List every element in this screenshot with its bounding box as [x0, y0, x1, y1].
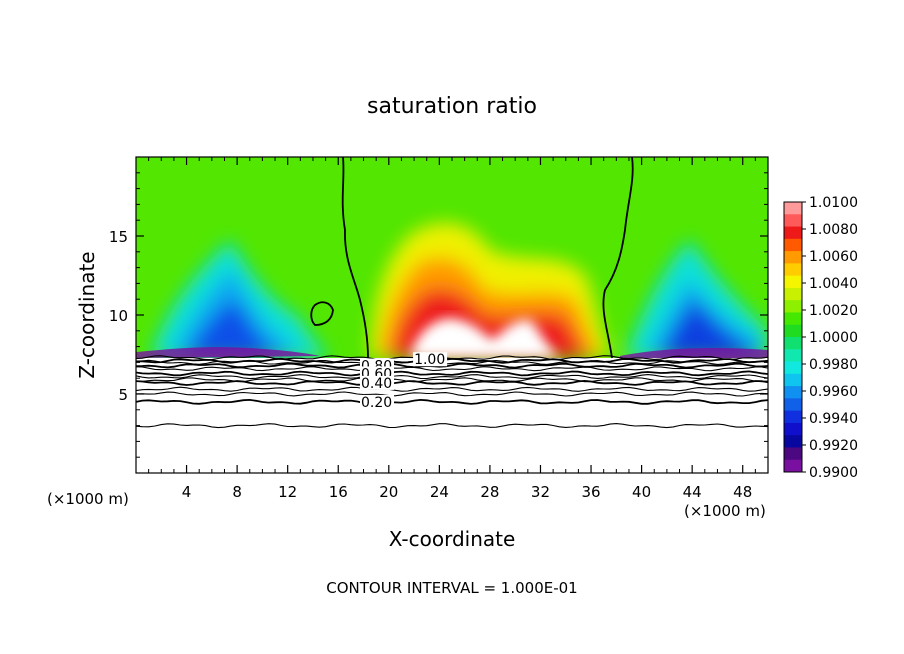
- x-unit-right: (×1000 m): [684, 502, 766, 520]
- colorbar-label: 1.0080: [809, 222, 858, 238]
- y-tick-label: 5: [118, 386, 128, 404]
- saturation-field: [136, 157, 768, 358]
- contour-label: 0.20: [361, 395, 392, 411]
- colorbar-swatch: [784, 238, 802, 252]
- colorbar-swatch: [784, 263, 802, 277]
- colorbar-swatch: [784, 312, 802, 326]
- y-tick-label: 15: [109, 228, 128, 246]
- x-axis-label: X-coordinate: [389, 527, 516, 551]
- colorbar-swatch: [784, 251, 802, 264]
- colorbar-swatch: [784, 459, 802, 473]
- colorbar-label: 0.9920: [809, 438, 858, 454]
- colorbar-label: 0.9980: [809, 357, 858, 373]
- colorbar-swatch: [784, 226, 802, 240]
- contour-line: [135, 355, 769, 361]
- colorbar-swatch: [784, 373, 802, 387]
- colorbar-label: 1.0060: [809, 249, 858, 265]
- contour-line: [135, 366, 769, 372]
- contour-label: 1.00: [414, 352, 445, 368]
- x-tick-label: 44: [683, 483, 702, 501]
- x-axis: 4 8 12 16 20 24 28 32 36 40 44 48: [148, 157, 756, 501]
- x-tick-label: 40: [632, 483, 651, 501]
- contour-labels: 1.000.800.600.400.20: [359, 352, 448, 411]
- contour-line: [135, 377, 769, 383]
- colorbar-swatch: [784, 337, 802, 350]
- x-tick-label: 12: [278, 483, 297, 501]
- y-axis-label: Z-coordinate: [75, 251, 99, 378]
- boundary-contours: [310, 157, 634, 359]
- contour-label-bg: [359, 394, 394, 409]
- colorbar-swatch: [784, 349, 802, 363]
- colorbar-label: 1.0100: [809, 195, 858, 211]
- colorbar-swatch: [784, 422, 802, 436]
- contour-line: [135, 370, 769, 377]
- colorbar-swatch: [784, 386, 802, 399]
- colorbar-label: 0.9940: [809, 411, 858, 427]
- colorbar-label: 0.9960: [809, 384, 858, 400]
- x-tick-label: 16: [329, 483, 348, 501]
- contour-line: [135, 386, 769, 392]
- colorbar-swatch: [784, 275, 802, 289]
- x-tick-label: 48: [733, 483, 752, 501]
- colorbar-swatch: [784, 202, 802, 215]
- contour-label-bg: [413, 352, 448, 367]
- contour-line: [135, 379, 769, 386]
- x-tick-label: 36: [581, 483, 600, 501]
- colorbar-swatch: [784, 447, 802, 461]
- contour-interval-note: CONTOUR INTERVAL = 1.000E-01: [326, 579, 577, 597]
- colorbar-label: 1.0020: [809, 303, 858, 319]
- x-tick-label: 8: [232, 483, 242, 501]
- chart-title: saturation ratio: [367, 94, 537, 119]
- contour-line: [135, 362, 769, 369]
- x-tick-label: 28: [480, 483, 499, 501]
- contour-line: [135, 359, 769, 365]
- colorbar-swatch: [784, 361, 802, 375]
- x-tick-label: 20: [379, 483, 398, 501]
- x-tick-label: 32: [531, 483, 550, 501]
- colorbar-label: 0.9900: [809, 465, 858, 481]
- contour-line: [135, 374, 769, 380]
- contour-label-bg: [359, 375, 394, 390]
- y-tick-label: 10: [109, 307, 128, 325]
- x-tick-label: 24: [430, 483, 449, 501]
- colorbar-label: 1.0040: [809, 276, 858, 292]
- x-unit-left: (×1000 m): [47, 490, 129, 508]
- colorbar-swatch: [784, 410, 802, 424]
- colorbar-swatch: [784, 324, 802, 338]
- colorbar-swatch: [784, 435, 802, 448]
- contour-line: [135, 398, 769, 405]
- contour-line: [135, 391, 769, 397]
- colorbar: 1.0100 1.0080 1.0060 1.0040 1.0020 1.0000 0.99…: [783, 195, 858, 481]
- stratified-contours: [135, 355, 769, 429]
- y-axis: 5 10 15: [109, 172, 768, 458]
- colorbar-swatch: [784, 398, 802, 412]
- colorbar-swatch: [784, 300, 802, 313]
- colorbar-swatch: [784, 287, 802, 301]
- x-tick-label: 4: [182, 483, 192, 501]
- contour-line: [135, 423, 769, 429]
- colorbar-label: 1.0000: [809, 330, 858, 346]
- colorbar-swatch: [784, 214, 802, 228]
- contour-label: 0.40: [361, 376, 392, 392]
